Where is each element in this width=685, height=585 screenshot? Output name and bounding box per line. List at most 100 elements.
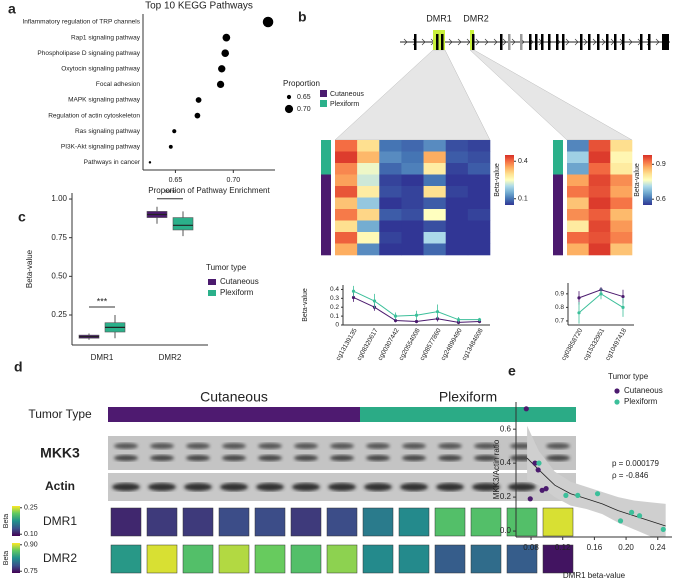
heatmap-cell [567, 243, 589, 256]
fit-line [526, 457, 666, 527]
heatmap-cell [357, 140, 380, 152]
x-tick-label: 0.08 [523, 543, 539, 552]
x-tick-label: 0.24 [650, 543, 666, 552]
heatmap-cell [379, 163, 402, 175]
heatmap-cell [588, 163, 611, 175]
heatmap-cell [588, 186, 611, 198]
row-label: Tumor Type [28, 407, 92, 421]
exon [622, 34, 625, 50]
category-label: Oxytocin signaling pathway [61, 66, 141, 73]
heatmap-cell [423, 232, 447, 244]
methylation-tile [362, 544, 394, 574]
blot-band [222, 443, 246, 449]
row-annotation [553, 186, 563, 198]
heatmap-cell [588, 151, 611, 164]
legend-title: Proportion [283, 79, 320, 88]
blot-band [294, 443, 318, 449]
x-tick-label: cg08320617 [356, 327, 380, 362]
blot-band [148, 483, 176, 491]
blot-background [108, 436, 576, 470]
point [527, 496, 533, 502]
legend-label: 0.65 [297, 94, 311, 101]
colorbar-label: 0.90 [24, 542, 38, 549]
methylation-tile [506, 544, 538, 574]
methylation-tile [110, 544, 142, 574]
x-tick-label: cg08577860 [419, 327, 443, 362]
row-annotation [553, 220, 563, 233]
blot-band [402, 443, 426, 449]
strand-arrow [511, 38, 516, 46]
legend-swatch [320, 100, 327, 107]
exon [441, 34, 444, 50]
heatmap-cell [588, 209, 611, 221]
category-label: PI3K-Akt signaling pathway [61, 144, 141, 151]
tumor-type-bar [108, 407, 360, 422]
legend-dot [286, 94, 292, 100]
heatmap-cell [445, 140, 469, 152]
dot [221, 49, 230, 58]
heatmap-cell [423, 209, 447, 221]
y-tick-label: 0.25 [51, 310, 67, 319]
heatmap-cell [445, 243, 469, 256]
blot-band [184, 483, 212, 491]
category-label: Ras signaling pathway [75, 128, 141, 135]
blot-band [508, 483, 536, 491]
dot [172, 129, 177, 134]
annotation: ρ = -0.846 [612, 471, 649, 480]
colorbar-label: 0.10 [24, 531, 38, 538]
exon [414, 34, 417, 50]
row-annotation [553, 209, 563, 221]
legend-swatch [320, 90, 327, 97]
point [575, 492, 581, 498]
region-label: DMR1 [426, 13, 452, 23]
legend-title: Tumor type [608, 372, 649, 381]
methylation-tile [254, 507, 286, 537]
strand-arrow [457, 38, 462, 46]
colorbar-title: Beta [3, 551, 10, 566]
blot-band [438, 455, 462, 461]
category-label: Rap1 signaling pathway [71, 34, 141, 41]
heatmap-cell [401, 186, 424, 198]
zoom-wedge [469, 49, 633, 141]
y-axis-title: Beta-value [302, 288, 309, 322]
row-annotation [321, 220, 331, 233]
box [172, 217, 194, 231]
heatmap-cell [567, 197, 589, 210]
heatmap-cell [357, 209, 380, 221]
heatmap-cell [335, 163, 358, 175]
heatmap-cell [357, 186, 380, 198]
chart-title: Top 10 KEGG Pathways [145, 1, 253, 12]
row-annotation [321, 186, 331, 198]
heatmap-cell [401, 243, 424, 256]
methylation-tile [542, 544, 574, 574]
heatmap-cell [610, 186, 633, 198]
y-tick-label: 0.4 [330, 286, 339, 293]
point [536, 460, 542, 466]
methylation-tile [434, 507, 466, 537]
heatmap-cell [379, 232, 402, 244]
blot-band [364, 483, 392, 491]
heatmap-cell [335, 151, 358, 164]
methylation-tile [218, 544, 250, 574]
heatmap-cell [610, 140, 633, 152]
dot [216, 80, 225, 89]
heatmap-cell [467, 197, 491, 210]
blot-band [114, 455, 138, 461]
methylation-tile [182, 507, 214, 537]
y-tick-label: 0.50 [51, 271, 67, 280]
heatmap-cell [610, 220, 633, 233]
methylation-tile [290, 544, 322, 574]
y-tick-label: 0.1 [330, 313, 339, 320]
heatmap-cell [401, 220, 424, 233]
strand-arrow [655, 38, 660, 46]
blot-band [436, 483, 464, 491]
strand-arrow [493, 38, 498, 46]
strand-arrow [574, 38, 579, 46]
exon [597, 34, 600, 50]
methylation-tile [470, 544, 502, 574]
panel-label: e [508, 363, 516, 379]
heatmap-cell [467, 140, 491, 152]
heatmap-cell [379, 243, 402, 256]
y-tick-label: 0.2 [500, 492, 512, 501]
exon [562, 34, 565, 50]
